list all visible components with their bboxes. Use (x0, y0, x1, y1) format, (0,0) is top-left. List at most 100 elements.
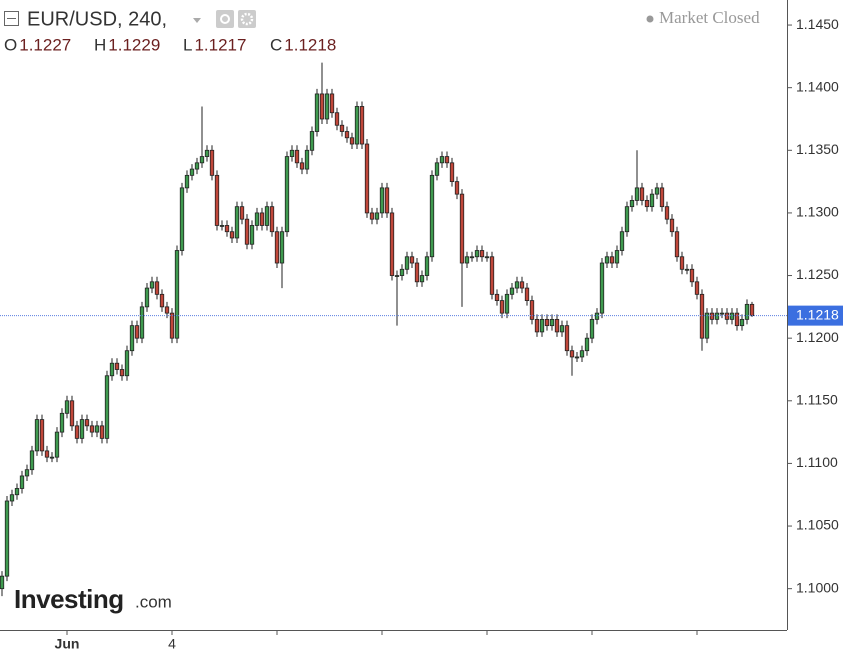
ohlc-key: C (270, 35, 282, 54)
candle-body (649, 193, 655, 208)
candle-body (179, 187, 185, 251)
candle-body (89, 425, 95, 433)
candle-body (214, 174, 220, 226)
logo-suffix: .com (135, 592, 172, 611)
candle-body (219, 225, 225, 227)
candle-body (444, 156, 450, 164)
candle-body (744, 303, 750, 320)
candle-body (109, 362, 115, 377)
candle-body (0, 575, 5, 590)
candle-body (49, 456, 55, 459)
candle-body (24, 469, 30, 477)
y-tick-label: 1.1400 (796, 78, 839, 94)
candle-body (229, 231, 235, 239)
candle-body (204, 149, 210, 157)
candle-body (314, 93, 320, 132)
ohlc-value: 1.1229 (108, 35, 160, 54)
market-status: Market Closed (659, 8, 760, 27)
candle-body (719, 312, 725, 315)
candle-body (434, 162, 440, 176)
candle-body (134, 325, 140, 339)
candle-body (639, 187, 645, 201)
candle-body (749, 303, 755, 317)
candle-body (579, 350, 585, 358)
settings-icon[interactable] (238, 10, 256, 28)
candle-body (484, 256, 490, 259)
y-tick-label: 1.1150 (796, 391, 838, 407)
candle-body (399, 268, 405, 276)
candle-body (504, 293, 510, 314)
candle-body (384, 187, 390, 214)
candle-body (739, 318, 745, 327)
candle-body (19, 475, 25, 489)
candle-body (239, 206, 245, 220)
ohlc-value: 1.1227 (19, 35, 71, 54)
collapse-icon[interactable] (4, 11, 19, 26)
candle-body (379, 187, 385, 214)
candle-body (189, 168, 195, 176)
candle-body (439, 156, 445, 164)
candle-body (124, 350, 130, 377)
candle-body (334, 112, 340, 126)
candle-body (474, 250, 480, 258)
candle-body (389, 212, 395, 276)
candle-body (424, 256, 430, 276)
candle-body (609, 256, 615, 264)
eye-icon[interactable] (216, 10, 234, 28)
candle-body (454, 181, 460, 195)
candle-body (394, 275, 400, 277)
candle-body (604, 256, 610, 264)
candle-body (94, 425, 100, 433)
candle-body (339, 124, 345, 132)
candle-body (224, 225, 230, 233)
dropdown-arrow[interactable] (193, 18, 201, 23)
last-price-label: 1.1218 (796, 306, 839, 322)
candle-body (724, 312, 730, 320)
candle-body (409, 256, 415, 264)
candle-body (324, 93, 330, 120)
candle-body (29, 450, 35, 471)
candle-body (369, 212, 375, 220)
candle-body (654, 187, 660, 195)
candle-body (184, 174, 190, 189)
candle-body (429, 174, 435, 258)
ohlc-key: L (183, 35, 192, 54)
candle-body (619, 231, 625, 251)
candle-body (139, 306, 145, 339)
candle-body (554, 318, 560, 333)
candle-body (469, 256, 475, 259)
candle-body (459, 193, 465, 264)
candle-body (329, 93, 335, 114)
candle-body (284, 156, 290, 233)
candle-body (69, 400, 75, 427)
ohlc-value: 1.1218 (284, 35, 336, 54)
candle-body (144, 287, 150, 308)
header: EUR/USD, 240, Market Closed O 1.1227 H 1.12… (4, 8, 760, 54)
candle-body (489, 256, 495, 295)
ohlc-value: 1.1217 (194, 35, 246, 54)
candle-body (174, 250, 180, 339)
y-tick-label: 1.1100 (796, 454, 838, 470)
candle-body (249, 225, 255, 245)
candle-body (414, 262, 420, 283)
candle-body (714, 312, 720, 320)
candle-body (564, 325, 570, 352)
candle-body (304, 149, 310, 170)
candle-body (549, 318, 555, 327)
candle-body (499, 300, 505, 314)
candle-body (54, 431, 60, 458)
candle-body (464, 256, 470, 264)
candle-body (99, 425, 105, 439)
candle-body (524, 287, 530, 301)
y-tick-label: 1.1450 (796, 16, 839, 32)
candle-body (244, 218, 250, 245)
y-tick-label: 1.1300 (796, 204, 839, 220)
candle-body (149, 281, 155, 289)
candle-body (344, 131, 350, 139)
candle-body (634, 187, 640, 201)
candle-body (589, 318, 595, 339)
candle-body (4, 500, 10, 577)
settings-icon-gear (240, 12, 254, 26)
candle-body (494, 293, 500, 301)
